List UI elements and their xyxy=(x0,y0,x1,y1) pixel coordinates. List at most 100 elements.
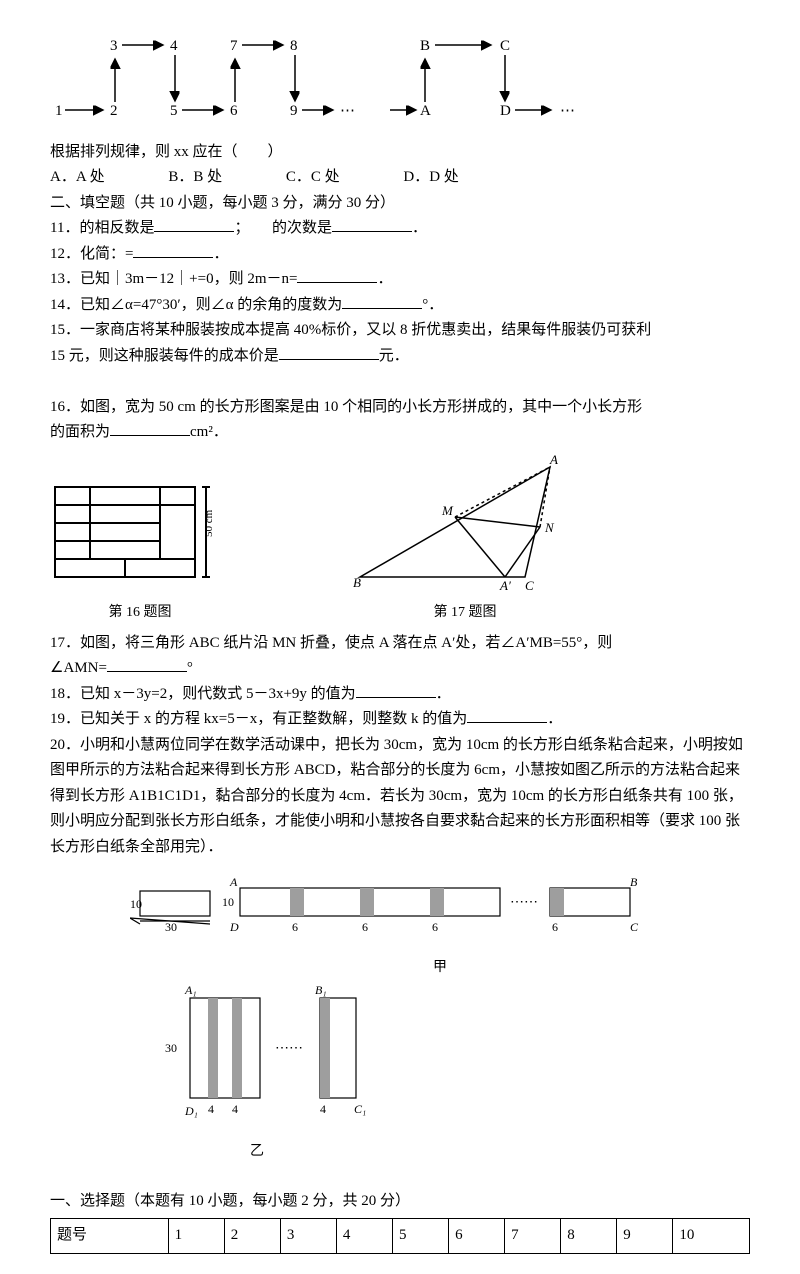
q17-b: ∠AMN= xyxy=(50,660,107,676)
answer-table: 题号 1 2 3 4 5 6 7 8 9 10 xyxy=(50,1218,750,1254)
q19: 19．已知关于 x 的方程 kx=5－x，有正整数解，则整数 k 的值为 ． xyxy=(50,707,750,733)
q14-b: °． xyxy=(422,297,443,313)
svg-text:9: 9 xyxy=(290,103,298,119)
table-col: 5 xyxy=(392,1219,448,1254)
q17-c: ° xyxy=(187,660,193,676)
q15-c: 元． xyxy=(379,348,409,364)
yi-label: 乙 xyxy=(250,1140,750,1164)
svg-text:M: M xyxy=(441,503,454,518)
q16: 16．如图，宽为 50 cm 的长方形图案是由 10 个相同的小长方形拼成的，其… xyxy=(50,395,750,446)
sequence-diagram: 1 2 3 4 5 6 7 8 9 ⋯ A B C D ⋯ xyxy=(50,20,690,140)
svg-text:30: 30 xyxy=(165,1041,177,1055)
blank xyxy=(467,707,547,723)
fig20-yi: A₁ D₁ 30 4 4 ⋯⋯ B₁ 4 C₁ 乙 xyxy=(160,980,750,1163)
svg-text:A: A xyxy=(229,875,238,889)
svg-text:D₁: D₁ xyxy=(184,1104,198,1118)
svg-text:D: D xyxy=(500,103,511,119)
q14-a: 14．已知∠α=47°30′，则∠α 的余角的度数为 xyxy=(50,297,342,313)
q15: 15．一家商店将某种服装按成本提高 40%标价，又以 8 折优惠卖出，结果每件服… xyxy=(50,318,750,369)
q16-b: 的面积为 xyxy=(50,424,110,440)
q16-a: 16．如图，宽为 50 cm 的长方形图案是由 10 个相同的小长方形拼成的，其… xyxy=(50,399,642,415)
svg-text:D: D xyxy=(229,920,239,934)
q18-a: 18．已知 x－3y=2，则代数式 5－3x+9y 的值为 xyxy=(50,686,356,702)
svg-text:⋯⋯: ⋯⋯ xyxy=(510,895,538,910)
section-1-title: 一、选择题（本题有 10 小题，每小题 2 分，共 20 分） xyxy=(50,1189,750,1215)
opt-d: D．D 处 xyxy=(403,165,458,191)
svg-text:8: 8 xyxy=(290,38,298,54)
q11: 11．的相反数是 ； 的次数是 ． xyxy=(50,216,750,242)
svg-text:B: B xyxy=(420,38,430,54)
svg-text:C: C xyxy=(500,38,510,54)
blank xyxy=(297,267,377,283)
svg-text:B: B xyxy=(630,875,638,889)
jia-label: 甲 xyxy=(130,956,750,980)
svg-text:7: 7 xyxy=(230,38,238,54)
svg-text:⋯: ⋯ xyxy=(340,103,355,119)
svg-text:10: 10 xyxy=(130,897,142,911)
table-col: 2 xyxy=(224,1219,280,1254)
svg-text:⋯: ⋯ xyxy=(560,103,575,119)
table-col: 6 xyxy=(449,1219,505,1254)
q13-a: 13．已知｜3m－12｜+=0，则 2m－n= xyxy=(50,271,297,287)
svg-text:6: 6 xyxy=(292,920,298,934)
blank xyxy=(110,420,190,436)
q18-b: ． xyxy=(436,686,451,702)
q14: 14．已知∠α=47°30′，则∠α 的余角的度数为 °． xyxy=(50,293,750,319)
blank xyxy=(342,293,422,309)
q-options: A．A 处 B．B 处 C．C 处 D．D 处 xyxy=(50,165,750,191)
svg-text:4: 4 xyxy=(170,38,178,54)
svg-text:6: 6 xyxy=(432,920,438,934)
opt-b: B．B 处 xyxy=(168,165,222,191)
svg-text:A′: A′ xyxy=(499,578,511,592)
table-col: 3 xyxy=(280,1219,336,1254)
svg-text:50 cm: 50 cm xyxy=(203,509,215,537)
table-col: 8 xyxy=(561,1219,617,1254)
svg-text:10: 10 xyxy=(222,895,234,909)
table-head: 题号 xyxy=(51,1219,169,1254)
q11-c: ． xyxy=(412,220,427,236)
q13-b: ． xyxy=(377,271,392,287)
q19-a: 19．已知关于 x 的方程 kx=5－x，有正整数解，则整数 k 的值为 xyxy=(50,711,467,727)
fig17-caption: 第 17 题图 xyxy=(350,601,580,625)
q11-a: 11．的相反数是 xyxy=(50,220,154,236)
table-col: 4 xyxy=(336,1219,392,1254)
q13: 13．已知｜3m－12｜+=0，则 2m－n= ． xyxy=(50,267,750,293)
svg-text:4: 4 xyxy=(320,1102,326,1116)
q11-b: ； 的次数是 xyxy=(234,220,332,236)
svg-text:A: A xyxy=(549,452,558,467)
blank xyxy=(356,682,436,698)
blank xyxy=(133,242,213,258)
q19-b: ． xyxy=(547,711,562,727)
svg-text:A: A xyxy=(420,103,431,119)
svg-text:6: 6 xyxy=(230,103,238,119)
table-col: 7 xyxy=(505,1219,561,1254)
svg-text:⋯⋯: ⋯⋯ xyxy=(275,1041,303,1056)
fig16: 50 cm 第 16 题图 xyxy=(50,482,230,625)
q17: 17．如图，将三角形 ABC 纸片沿 MN 折叠，使点 A 落在点 A′处，若∠… xyxy=(50,631,750,682)
svg-text:C: C xyxy=(525,578,534,592)
svg-text:2: 2 xyxy=(110,103,118,119)
svg-text:A₁: A₁ xyxy=(184,983,197,997)
q16-c: cm²． xyxy=(190,424,228,440)
svg-text:B: B xyxy=(353,575,361,590)
svg-text:1: 1 xyxy=(55,103,63,119)
fig16-caption: 第 16 题图 xyxy=(50,601,230,625)
table-col: 9 xyxy=(617,1219,673,1254)
q15-b: 15 元，则这种服装每件的成本价是 xyxy=(50,348,279,364)
opt-a: A．A 处 xyxy=(50,165,105,191)
blank xyxy=(154,216,234,232)
svg-text:5: 5 xyxy=(170,103,178,119)
q18: 18．已知 x－3y=2，则代数式 5－3x+9y 的值为 ． xyxy=(50,682,750,708)
svg-text:4: 4 xyxy=(208,1102,214,1116)
svg-text:C₁: C₁ xyxy=(354,1102,366,1116)
fig17: A B C M N A′ 第 17 题图 xyxy=(350,452,580,625)
opt-c: C．C 处 xyxy=(286,165,340,191)
section-2-title: 二、填空题（共 10 小题，每小题 3 分，满分 30 分） xyxy=(50,191,750,217)
blank xyxy=(279,344,379,360)
blank xyxy=(107,656,187,672)
blank xyxy=(332,216,412,232)
svg-text:N: N xyxy=(544,520,555,535)
svg-text:B₁: B₁ xyxy=(315,983,327,997)
svg-text:4: 4 xyxy=(232,1102,238,1116)
fig20-jia: 10 30 A D 10 6 6 6 ⋯⋯ 6 B C 甲 xyxy=(130,866,750,980)
